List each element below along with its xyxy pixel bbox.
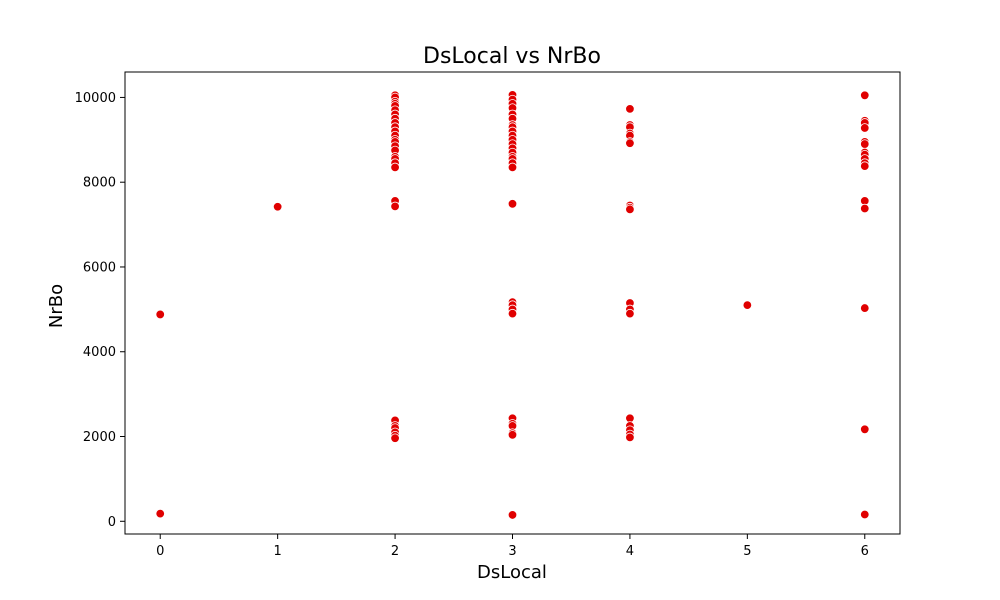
data-point bbox=[860, 139, 870, 149]
data-point bbox=[625, 432, 635, 443]
x-tick-label: 2 bbox=[391, 544, 399, 559]
plot-area-frame bbox=[124, 71, 901, 535]
data-point bbox=[507, 162, 518, 173]
data-point bbox=[155, 508, 165, 519]
y-tick-label: 2000 bbox=[83, 430, 116, 445]
data-point bbox=[625, 204, 635, 215]
y-tick-label: 4000 bbox=[83, 345, 116, 360]
x-tick-label: 3 bbox=[508, 544, 516, 559]
data-point bbox=[625, 308, 635, 319]
y-tick-label: 8000 bbox=[83, 176, 116, 191]
data-point bbox=[390, 433, 400, 443]
data-point bbox=[507, 430, 518, 440]
data-point bbox=[507, 510, 518, 520]
data-point bbox=[625, 138, 635, 148]
x-tick-label: 0 bbox=[156, 544, 164, 559]
chart-title: DsLocal vs NrBo bbox=[423, 44, 601, 69]
y-tick-label: 10000 bbox=[75, 91, 116, 106]
x-tick-label: 5 bbox=[743, 544, 751, 559]
data-point bbox=[860, 509, 870, 520]
data-point bbox=[272, 202, 283, 212]
data-point bbox=[155, 309, 165, 320]
x-tick-label: 4 bbox=[626, 544, 634, 559]
data-point bbox=[625, 104, 635, 114]
y-tick-label: 0 bbox=[108, 515, 116, 530]
data-point bbox=[860, 424, 870, 435]
data-point bbox=[390, 162, 400, 173]
data-point bbox=[860, 123, 870, 133]
x-tick-label: 6 bbox=[861, 544, 869, 559]
y-tick-label: 6000 bbox=[83, 260, 116, 275]
data-point bbox=[742, 300, 753, 310]
data-point bbox=[507, 308, 518, 319]
y-axis-label: NrBo bbox=[46, 284, 67, 328]
data-points bbox=[155, 90, 870, 520]
y-axis-ticks: 0 2000 4000 6000 8000 10000 bbox=[75, 91, 125, 530]
data-point bbox=[860, 90, 870, 101]
x-axis-label: DsLocal bbox=[477, 562, 547, 583]
data-point bbox=[507, 199, 518, 209]
x-axis-ticks: 0 1 2 3 4 5 6 bbox=[156, 534, 869, 559]
x-tick-label: 1 bbox=[274, 544, 282, 559]
data-point bbox=[860, 203, 870, 214]
data-point bbox=[860, 303, 870, 313]
data-point bbox=[390, 201, 400, 212]
data-point bbox=[860, 161, 870, 171]
